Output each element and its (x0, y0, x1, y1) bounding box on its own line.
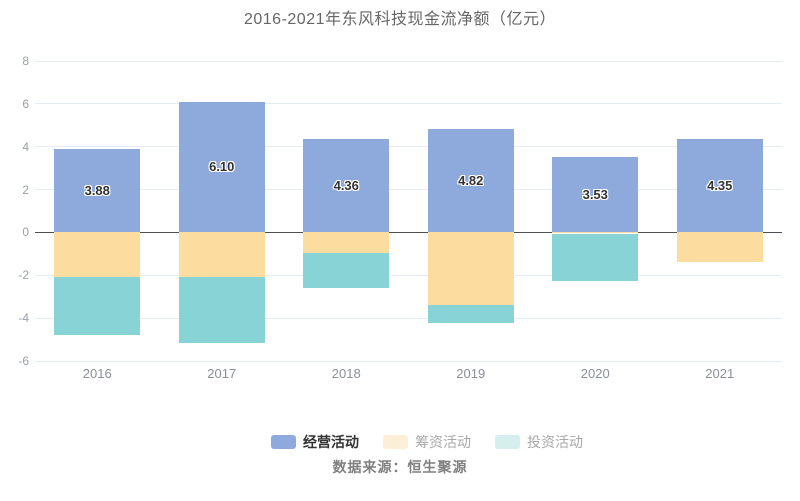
bar-financing-2019[interactable] (427, 232, 514, 306)
bar-investing-2017[interactable] (178, 277, 265, 343)
x-axis-label-2017: 2017 (207, 366, 237, 381)
legend-item-operating[interactable]: 经营活动 (271, 434, 359, 450)
x-axis-label-2020: 2020 (580, 366, 610, 381)
legend-item-investing[interactable]: 投资活动 (495, 434, 583, 450)
y-axis-tick-label: -6 (18, 354, 29, 368)
y-axis-tick-label: 8 (22, 54, 29, 68)
y-axis-tick-label: -2 (18, 268, 29, 283)
y-axis-tick-label: 4 (22, 139, 29, 154)
legend-item-financing[interactable]: 筹资活动 (383, 434, 471, 450)
legend-swatch-investing (495, 435, 520, 449)
y-axis-tick-label: 6 (22, 96, 29, 111)
bar-operating-2018[interactable] (303, 139, 390, 233)
gridline-y2 (35, 189, 782, 191)
y-axis-tick-label: -4 (18, 311, 29, 326)
data-source-text: 数据来源：恒生聚源 (332, 459, 468, 475)
legend-label-financing: 筹资活动 (415, 434, 471, 450)
x-axis-label-2019: 2019 (456, 366, 486, 381)
bar-value-label-2018: 4.36 (333, 177, 359, 193)
gridline-y8 (35, 60, 782, 62)
bar-value-label-2019: 4.82 (458, 172, 484, 188)
y-axis-tick-label: 0 (22, 225, 29, 240)
bar-value-label-2020: 3.53 (582, 186, 608, 202)
chart-title: 2016-2021年东风科技现金流净额（亿元） (243, 11, 557, 28)
x-axis-zero-line (35, 231, 782, 233)
gridline-y4 (35, 146, 782, 148)
x-axis-label-2018: 2018 (331, 366, 361, 381)
gridline-y-2 (35, 274, 782, 276)
gridline-y-6 (35, 360, 782, 362)
bar-investing-2019[interactable] (427, 305, 514, 324)
gridline-y-4 (35, 317, 782, 319)
legend-label-operating: 经营活动 (303, 434, 359, 450)
bar-financing-2021[interactable] (676, 232, 763, 263)
bar-operating-2020[interactable] (552, 156, 639, 233)
y-axis-tick-label: 2 (22, 182, 29, 197)
bar-value-label-2021: 4.35 (707, 177, 733, 193)
bar-financing-2016[interactable] (54, 232, 141, 278)
bar-operating-2017[interactable] (178, 101, 265, 233)
legend-swatch-financing (383, 435, 408, 449)
bar-investing-2016[interactable] (54, 277, 141, 336)
bar-investing-2018[interactable] (303, 252, 390, 289)
bar-value-label-2016: 3.88 (84, 182, 110, 198)
bar-investing-2020[interactable] (552, 233, 639, 281)
bar-operating-2021[interactable] (676, 139, 763, 233)
legend-label-investing: 投资活动 (527, 434, 583, 450)
bar-operating-2016[interactable] (54, 149, 141, 233)
bar-financing-2018[interactable] (303, 232, 390, 253)
legend: 经营活动 筹资活动 投资活动 (27, 434, 800, 450)
x-axis-label-2016: 2016 (82, 366, 112, 381)
bar-value-label-2017: 6.10 (209, 159, 235, 175)
bar-operating-2019[interactable] (427, 129, 514, 233)
legend-swatch-operating (271, 435, 296, 449)
gridline-y6 (35, 103, 782, 105)
bar-financing-2017[interactable] (178, 232, 265, 278)
bar-financing-2020[interactable] (552, 232, 639, 234)
x-axis-label-2021: 2021 (705, 366, 735, 381)
